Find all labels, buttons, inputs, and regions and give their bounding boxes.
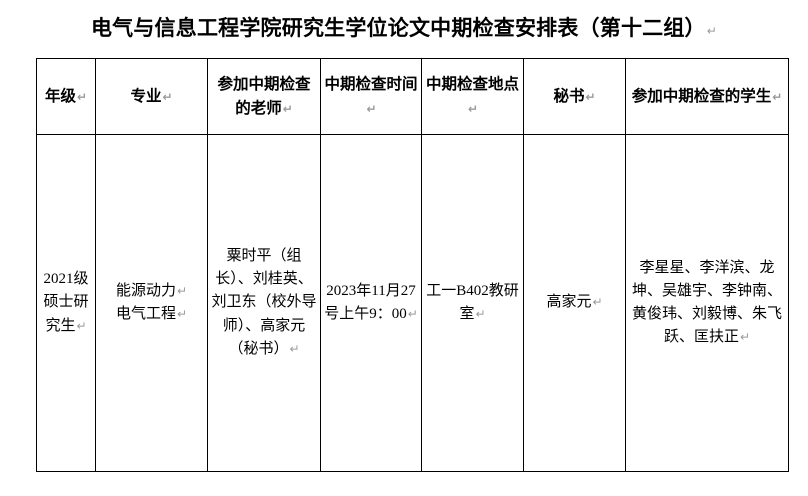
cell-major-line1: 能源动力 <box>115 282 176 299</box>
paragraph-mark-icon: ↵ <box>467 101 479 116</box>
page-title-text: 电气与信息工程学院研究生学位论文中期检查安排表（第十二组） <box>90 16 706 40</box>
cell-major: 能源动力↵ 电气工程↵ <box>95 134 208 472</box>
column-header-students: 参加中期检查的学生↵ <box>625 58 789 135</box>
cell-grade-value: 2021级硕士研究生 <box>43 271 89 334</box>
paragraph-mark-icon: ↵ <box>282 101 293 116</box>
paragraph-mark-icon: ↵ <box>592 295 603 310</box>
column-header-major-label: 专业 <box>130 87 162 105</box>
page-title: 电气与信息工程学院研究生学位论文中期检查安排表（第十二组）↵ <box>0 12 808 42</box>
column-header-teachers: 参加中期检查的老师↵ <box>207 58 321 135</box>
column-header-time: 中期检查时间 ↵ <box>320 58 422 135</box>
cell-time-value: 2023年11月27号上午9：00 <box>324 282 416 322</box>
column-header-grade-label: 年级 <box>44 87 76 105</box>
column-header-major: 专业↵ <box>95 58 208 135</box>
paragraph-mark-icon: ↵ <box>772 89 783 104</box>
paragraph-mark-icon: ↵ <box>176 307 188 321</box>
paragraph-mark-icon: ↵ <box>76 318 87 333</box>
cell-students-value: 李星星、李洋滨、龙坤、吴雄宇、李钟南、黄俊玮、刘毅博、朱飞跃、匡扶正 <box>631 259 782 346</box>
column-header-secretary: 秘书↵ <box>523 58 626 135</box>
paragraph-mark-icon: ↵ <box>76 89 88 104</box>
cell-secretary: 高家元↵ <box>523 134 626 472</box>
column-header-secretary-label: 秘书 <box>553 87 585 105</box>
paragraph-mark-icon: ↵ <box>475 307 486 321</box>
cell-students: 李星星、李洋滨、龙坤、吴雄宇、李钟南、黄俊玮、刘毅博、朱飞跃、匡扶正↵ <box>625 134 789 472</box>
column-header-time-label: 中期检查时间 <box>324 76 418 94</box>
cell-teachers: 粟时平（组长）、刘桂英、刘卫东（校外导师）、高家元（秘书）↵ <box>207 134 321 472</box>
column-header-place: 中期检查地点 ↵ <box>421 58 524 135</box>
table-header-row: 年级↵ 专业↵ 参加中期检查的老师↵ 中期检查时间↵ 中期检查地点↵ 秘书↵ 参… <box>36 58 789 135</box>
paragraph-mark-icon: ↵ <box>407 307 418 321</box>
paragraph-mark-icon: ↵ <box>176 283 188 298</box>
cell-place-value: 工一B402教研室 <box>426 282 519 322</box>
column-header-grade: 年级↵ <box>36 58 96 135</box>
column-header-students-label: 参加中期检查的学生 <box>631 87 772 105</box>
cell-major-line2: 电气工程 <box>115 306 176 322</box>
paragraph-mark-icon: ↵ <box>585 89 596 104</box>
paragraph-mark-icon: ↵ <box>289 341 300 356</box>
column-header-place-label: 中期检查地点 <box>425 76 519 94</box>
paragraph-mark-icon: ↵ <box>739 330 751 345</box>
table-row: 2021级硕士研究生↵ 能源动力↵ 电气工程↵ 粟时平（组长）、刘桂英、刘卫东（校… <box>36 134 789 472</box>
column-header-teachers-label: 参加中期检查的老师 <box>217 76 311 117</box>
cell-teachers-value: 粟时平（组长）、刘桂英、刘卫东（校外导师）、高家元（秘书） <box>211 247 317 357</box>
paragraph-mark-icon: ↵ <box>706 24 718 38</box>
paragraph-mark-icon: ↵ <box>366 101 377 116</box>
schedule-table: 年级↵ 专业↵ 参加中期检查的老师↵ 中期检查时间↵ 中期检查地点↵ 秘书↵ 参… <box>36 58 789 472</box>
cell-grade: 2021级硕士研究生↵ <box>36 134 96 472</box>
paragraph-mark-icon: ↵ <box>162 89 173 104</box>
cell-place: 工一B402教研室↵ <box>421 134 524 472</box>
cell-time: 2023年11月27号上午9：00↵ <box>320 134 422 472</box>
cell-major-value: 能源动力↵ 电气工程↵ <box>99 280 204 327</box>
cell-secretary-value: 高家元 <box>546 294 592 311</box>
